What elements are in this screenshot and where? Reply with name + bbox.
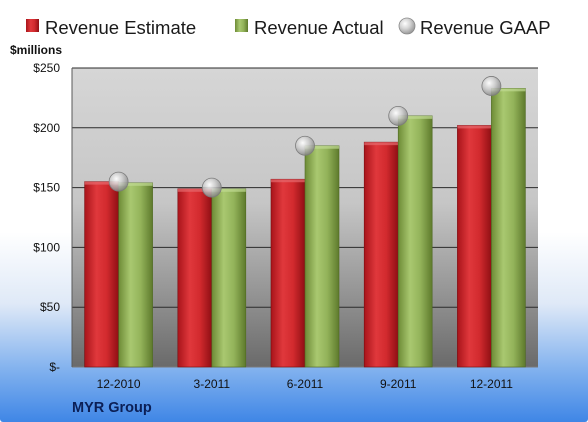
bar-revenue-actual (304, 145, 340, 368)
legend: Revenue Estimate Revenue Actual Revenue … (26, 17, 551, 38)
legend-label-revenue-gaap: Revenue GAAP (420, 17, 551, 38)
bar-revenue-actual-cap (491, 88, 526, 92)
y-axis-ticks: $- $50 $100 $150 $200 $250 (33, 61, 60, 374)
y-tick-label: $- (49, 360, 60, 374)
bar-revenue-actual (211, 188, 247, 368)
bar-revenue-estimate (270, 178, 306, 368)
marker-revenue-gaap (108, 171, 129, 192)
bar-revenue-estimate-cap (271, 179, 305, 183)
bar-revenue-actual (491, 88, 526, 368)
legend-marker-revenue-gaap (398, 17, 416, 35)
x-tick-label: 9-2011 (380, 377, 417, 391)
marker-revenue-gaap (201, 177, 222, 198)
bar-revenue-actual-cap (211, 188, 246, 192)
y-tick-label: $250 (33, 61, 60, 75)
y-tick-label: $50 (40, 300, 60, 314)
y-tick-label: $100 (33, 240, 60, 254)
bar-revenue-actual-cap (398, 115, 433, 119)
bar-revenue-estimate-cap (84, 181, 119, 185)
bar-revenue-actual-cap (305, 145, 339, 149)
x-axis-labels: 12-2010 3-2011 6-2011 9-2011 12-2011 (97, 377, 514, 391)
marker-revenue-gaap (388, 105, 409, 126)
legend-label-revenue-actual: Revenue Actual (254, 17, 384, 38)
marker-revenue-gaap (481, 76, 502, 96)
bar-revenue-actual-cap (118, 182, 153, 186)
x-tick-label: 12-2010 (97, 377, 141, 391)
bar-revenue-estimate-cap (177, 188, 212, 192)
y-tick-label: $150 (33, 181, 60, 195)
gaap-markers (108, 76, 502, 198)
company-name: MYR Group (72, 400, 152, 416)
bar-revenue-estimate-cap (364, 142, 399, 146)
bar-revenue-estimate (177, 188, 213, 368)
legend-swatch-revenue-estimate (26, 19, 39, 32)
marker-revenue-gaap (295, 135, 315, 156)
bar-revenue-actual (397, 115, 433, 368)
bar-revenue-actual (118, 182, 153, 368)
y-axis-unit-label: $millions (10, 43, 62, 57)
y-tick-label: $200 (33, 121, 60, 135)
x-tick-label: 6-2011 (287, 377, 324, 391)
legend-label-revenue-estimate: Revenue Estimate (45, 17, 196, 38)
bar-revenue-estimate (363, 141, 399, 368)
x-tick-label: 12-2011 (470, 377, 513, 391)
bar-revenue-estimate (457, 125, 492, 368)
bars (84, 88, 526, 368)
x-tick-label: 3-2011 (194, 377, 231, 391)
legend-swatch-revenue-actual (235, 19, 248, 32)
bar-revenue-estimate (84, 181, 119, 368)
bar-revenue-estimate-cap (457, 125, 492, 129)
